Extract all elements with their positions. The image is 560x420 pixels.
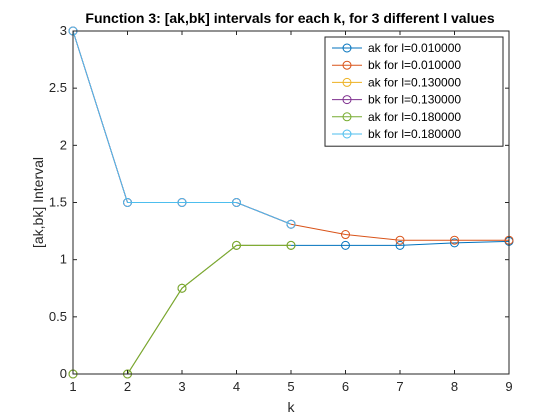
data-point bbox=[450, 235, 459, 245]
data-point bbox=[286, 219, 296, 229]
legend-marker bbox=[342, 112, 352, 122]
data-point bbox=[341, 240, 350, 250]
legend-label: ak for l=0.130000 bbox=[368, 75, 461, 89]
legend-item: bk for l=0.180000 bbox=[332, 127, 461, 141]
x-tick-label: 1 bbox=[69, 379, 76, 394]
legend-item: ak for l=0.010000 bbox=[332, 41, 461, 55]
legend-label: bk for l=0.010000 bbox=[368, 58, 461, 72]
data-point bbox=[232, 240, 241, 250]
legend-marker bbox=[342, 95, 352, 105]
x-tick-label: 3 bbox=[178, 379, 185, 394]
x-tick-label: 8 bbox=[451, 379, 458, 394]
data-point bbox=[177, 198, 187, 207]
legend-item: ak for l=0.180000 bbox=[332, 110, 461, 124]
y-tick-label: 1 bbox=[60, 252, 67, 267]
y-tick-label: 2.5 bbox=[49, 80, 67, 95]
chart-title: Function 3: [ak,bk] intervals for each k… bbox=[85, 10, 494, 26]
legend-item: bk for l=0.010000 bbox=[332, 58, 461, 72]
legend-marker bbox=[342, 77, 352, 87]
x-tick-label: 4 bbox=[233, 379, 240, 394]
y-tick-label: 1.5 bbox=[49, 195, 67, 210]
y-tick-label: 3 bbox=[60, 23, 67, 38]
x-tick-label: 5 bbox=[287, 379, 294, 394]
legend-label: bk for l=0.180000 bbox=[368, 127, 461, 141]
data-point bbox=[395, 240, 405, 250]
x-axis-label: k bbox=[288, 399, 296, 415]
data-point bbox=[232, 198, 241, 207]
x-axis: 1 2 3 4 5 6 7 8 9 bbox=[69, 31, 513, 394]
x-tick-label: 2 bbox=[124, 379, 131, 394]
data-point bbox=[286, 240, 296, 250]
y-tick-label: 0.5 bbox=[49, 309, 67, 324]
y-tick-label: 0 bbox=[60, 366, 67, 381]
data-point bbox=[341, 230, 350, 240]
legend-box bbox=[324, 36, 504, 147]
x-tick-label: 9 bbox=[505, 379, 512, 394]
legend: ak for l=0.010000 bk for l=0.010000 ak for… bbox=[324, 36, 504, 147]
data-point bbox=[177, 283, 187, 293]
series-line bbox=[72, 30, 292, 225]
legend-label: ak for l=0.010000 bbox=[368, 41, 461, 55]
y-axis: 0 0.5 1 1.5 2 2.5 3 bbox=[49, 23, 509, 381]
legend-item: bk for l=0.130000 bbox=[332, 93, 461, 107]
series-6 bbox=[68, 26, 296, 229]
y-tick-label: 2 bbox=[60, 137, 67, 152]
legend-marker bbox=[342, 43, 352, 53]
legend-marker bbox=[342, 60, 352, 70]
y-axis-label: [ak,bk] Interval bbox=[30, 157, 46, 248]
data-point bbox=[450, 238, 459, 248]
legend-label: ak for l=0.180000 bbox=[368, 110, 461, 124]
legend-item: ak for l=0.130000 bbox=[332, 75, 461, 89]
data-point bbox=[123, 198, 132, 207]
legend-marker bbox=[342, 129, 352, 139]
data-point bbox=[395, 235, 405, 245]
legend-label: bk for l=0.130000 bbox=[368, 93, 461, 107]
x-tick-label: 7 bbox=[396, 379, 403, 394]
x-tick-label: 6 bbox=[342, 379, 349, 394]
